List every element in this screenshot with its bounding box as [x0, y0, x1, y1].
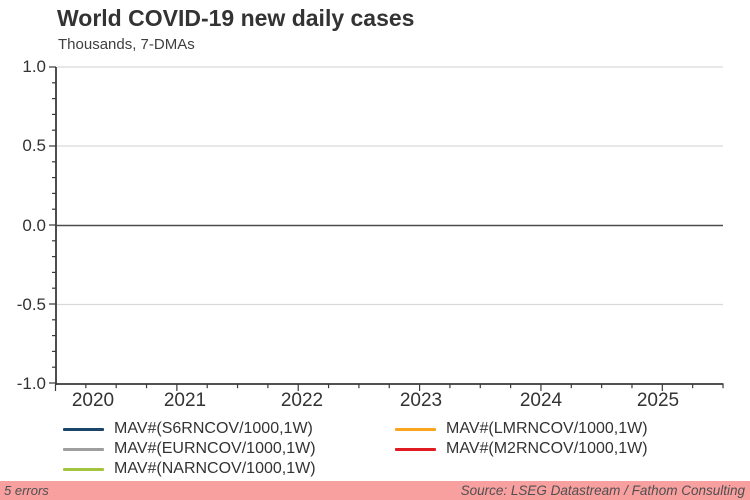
legend-item-label: MAV#(M2RNCOV/1000,1W): [446, 440, 648, 457]
source-attribution-text: Source: LSEG Datastream / Fathom Consult…: [460, 483, 745, 498]
chart-title: World COVID-19 new daily cases: [57, 5, 415, 31]
x-axis-tick-label: 2023: [399, 390, 443, 411]
legend-item-label: MAV#(NARNCOV/1000,1W): [114, 460, 316, 477]
y-axis-tick-label: 0.0: [22, 215, 46, 235]
legend-item-label: MAV#(EURNCOV/1000,1W): [114, 440, 316, 457]
legend-line-swatch: [63, 467, 104, 471]
legend-item: MAV#(S6RNCOV/1000,1W): [63, 419, 313, 439]
error-count-text: 5 errors: [4, 483, 49, 498]
legend-line-swatch: [395, 447, 436, 451]
legend-item: MAV#(M2RNCOV/1000,1W): [395, 439, 648, 459]
x-axis-tick-label: 2025: [636, 390, 680, 411]
legend-item-label: MAV#(LMRNCOV/1000,1W): [446, 420, 648, 437]
x-axis-tick-label: 2022: [280, 390, 324, 411]
legend-line-swatch: [63, 427, 104, 431]
legend-line-swatch: [395, 427, 436, 431]
y-axis-tick-label: 0.5: [22, 136, 46, 155]
y-axis-tick-label: -0.5: [16, 294, 46, 314]
legend-item: MAV#(NARNCOV/1000,1W): [63, 459, 316, 479]
legend-item: MAV#(LMRNCOV/1000,1W): [395, 419, 648, 439]
legend-item-label: MAV#(S6RNCOV/1000,1W): [114, 420, 313, 437]
chart-subtitle: Thousands, 7-DMAs: [58, 36, 195, 53]
x-axis-tick-label: 2024: [519, 390, 563, 411]
status-bar: 5 errors Source: LSEG Datastream / Fatho…: [0, 481, 750, 500]
x-axis-tick-label: 2020: [71, 390, 115, 411]
y-axis-tick-label: -1.0: [16, 373, 46, 393]
x-axis-tick-label: 2021: [163, 390, 207, 411]
legend-line-swatch: [63, 447, 104, 451]
legend-item: MAV#(EURNCOV/1000,1W): [63, 439, 316, 459]
y-axis-tick-label: 1.0: [22, 57, 46, 76]
